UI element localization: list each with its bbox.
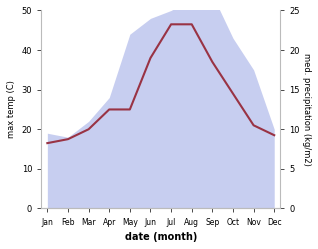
Y-axis label: max temp (C): max temp (C) bbox=[7, 80, 16, 138]
X-axis label: date (month): date (month) bbox=[125, 232, 197, 242]
Y-axis label: med. precipitation (kg/m2): med. precipitation (kg/m2) bbox=[302, 53, 311, 166]
